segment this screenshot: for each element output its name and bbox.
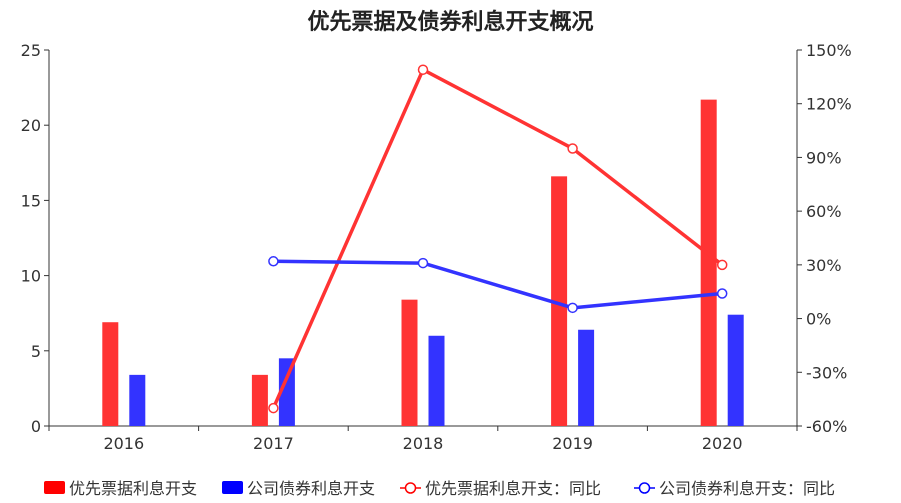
lines-group xyxy=(268,64,728,414)
line-point-1-2020 xyxy=(716,259,728,271)
x-tick-label: 2017 xyxy=(253,434,294,453)
chart-title: 优先票据及债券利息开支概况 xyxy=(307,10,594,35)
right-tick-label: 30% xyxy=(806,256,842,275)
bar-1-2020 xyxy=(700,99,717,426)
line-point-1-2019 xyxy=(567,143,578,154)
axes-group: 0 5 10 15 20 25 -60% -30% 0% 30% 60% 90% 120% 150% 201… xyxy=(21,41,852,453)
legend: 优先票据利息开支 公司债券利息开支 优先票据利息开支：同比 公司债券利息开支：同比 xyxy=(44,479,835,498)
x-tick-label: 2018 xyxy=(403,434,444,453)
line-point-2-2018 xyxy=(417,257,429,269)
line-point-2-2020 xyxy=(716,288,728,299)
bar-2-2018 xyxy=(428,335,445,426)
right-tick-label: 120% xyxy=(806,95,852,114)
line-point-2-2019 xyxy=(567,302,578,314)
line-series-2 xyxy=(273,259,723,310)
line-point-2-2017 xyxy=(268,256,279,267)
bar-2-2020 xyxy=(727,314,744,426)
left-tick-label: 5 xyxy=(31,342,41,361)
legend-label-1: 优先票据利息开支 xyxy=(69,479,197,498)
legend-swatch-1 xyxy=(44,481,65,494)
right-tick-label: 150% xyxy=(806,41,852,60)
left-tick-label: 15 xyxy=(21,191,41,210)
bar-2-2017 xyxy=(278,358,295,426)
right-tick-label: 60% xyxy=(806,202,842,221)
bar-2-2016 xyxy=(129,374,146,426)
x-tick-label: 2020 xyxy=(702,434,743,453)
left-tick-label: 0 xyxy=(31,417,41,436)
left-tick-label: 25 xyxy=(21,41,41,60)
line-point-1-2018 xyxy=(417,64,429,75)
bars-group xyxy=(102,99,744,426)
bar-1-2017 xyxy=(251,374,268,426)
legend-label-2: 公司债券利息开支 xyxy=(247,479,375,498)
right-tick-label: 0% xyxy=(806,310,831,329)
bar-1-2019 xyxy=(551,176,568,426)
bar-1-2018 xyxy=(401,299,418,426)
bar-2-2019 xyxy=(578,329,595,426)
line-series-1 xyxy=(271,67,724,409)
right-tick-label: -60% xyxy=(806,417,847,436)
right-tick-label: 90% xyxy=(806,148,842,167)
left-tick-label: 20 xyxy=(21,116,41,135)
x-tick-label: 2016 xyxy=(103,434,144,453)
legend-label-4: 公司债券利息开支：同比 xyxy=(659,479,835,498)
bar-1-2016 xyxy=(102,322,119,426)
right-tick-label: -30% xyxy=(806,363,847,382)
legend-label-3: 优先票据利息开支：同比 xyxy=(425,479,601,498)
legend-marker-4 xyxy=(638,482,651,494)
x-tick-label: 2019 xyxy=(552,434,593,453)
legend-marker-3 xyxy=(404,482,417,494)
line-point-1-2017 xyxy=(268,402,279,414)
left-tick-label: 10 xyxy=(21,267,41,286)
legend-swatch-2 xyxy=(222,481,243,494)
